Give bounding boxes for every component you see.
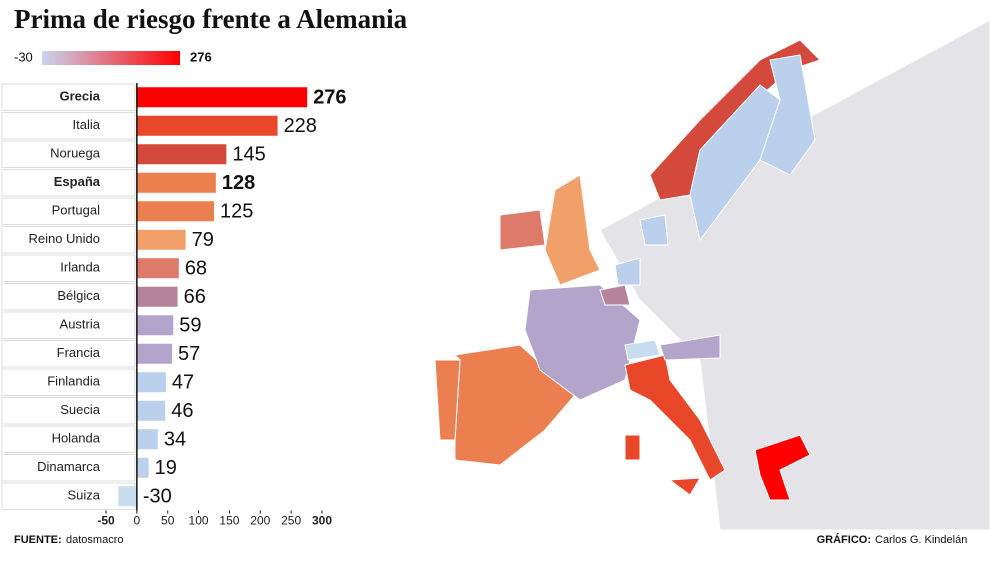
bar-area: Grecia 276 Italia 228 Noruega 145 España 128 Por…	[1, 83, 347, 528]
label-box	[1, 226, 136, 254]
label-box	[1, 197, 136, 225]
bar	[118, 486, 137, 507]
label-box	[1, 112, 136, 140]
credit-label: GRÁFICO:	[817, 533, 871, 546]
x-tick-label: 50	[161, 514, 175, 528]
category-label: Grecia	[60, 89, 101, 104]
source: datosmacro	[66, 534, 123, 546]
bar	[136, 144, 227, 165]
label-box	[1, 311, 136, 339]
bar	[136, 286, 178, 307]
country	[659, 334, 721, 361]
value-label: 34	[164, 429, 186, 451]
value-label: 57	[178, 343, 200, 365]
category-label: Portugal	[52, 203, 101, 218]
label-box	[1, 140, 136, 168]
value-label: 125	[220, 201, 253, 223]
label-box	[1, 425, 136, 453]
value-label: 66	[184, 286, 206, 308]
country	[599, 284, 631, 306]
label-box	[1, 368, 136, 396]
country	[544, 174, 601, 286]
value-label: -30	[143, 486, 172, 508]
bar	[136, 229, 186, 250]
country	[434, 359, 461, 441]
category-label: España	[54, 174, 101, 189]
label-box	[1, 340, 136, 368]
value-label: 47	[172, 372, 194, 394]
label-box	[1, 454, 136, 482]
value-label: 276	[313, 87, 346, 109]
category-label: Finlandia	[47, 374, 101, 389]
category-label: Austria	[60, 317, 101, 332]
country	[624, 339, 661, 361]
legend-gradient	[42, 51, 180, 65]
x-tick-label: 300	[312, 514, 332, 528]
x-tick-label: 0	[134, 514, 141, 528]
bar	[136, 258, 179, 279]
source-label: FUENTE:	[14, 534, 62, 546]
label-box	[1, 169, 136, 197]
country	[614, 257, 641, 286]
country	[499, 209, 546, 251]
value-label: 228	[284, 115, 317, 137]
map	[380, 19, 990, 531]
bar	[136, 429, 158, 450]
bar	[136, 372, 166, 393]
category-label: Francia	[57, 345, 101, 360]
legend-min: -30	[14, 49, 33, 64]
bar	[136, 115, 278, 136]
legend-max: 276	[190, 49, 212, 64]
bar	[136, 87, 308, 108]
value-label: 19	[155, 457, 177, 479]
bar	[136, 343, 173, 364]
x-tick-label: -50	[97, 514, 115, 528]
category-label: Reino Unido	[28, 231, 100, 246]
category-label: Suecia	[60, 402, 101, 417]
category-label: Bélgica	[57, 288, 100, 303]
value-label: 68	[185, 258, 207, 280]
value-label: 79	[192, 229, 214, 251]
label-box	[1, 83, 136, 111]
chart-title: Prima de riesgo frente a Alemania	[14, 4, 408, 34]
category-label: Noruega	[50, 146, 101, 161]
country	[668, 477, 701, 496]
category-label: Dinamarca	[37, 459, 101, 474]
x-tick-label: 250	[281, 514, 301, 528]
value-label: 46	[171, 400, 193, 422]
value-label: 59	[179, 315, 201, 337]
bar	[136, 457, 149, 478]
label-box	[1, 283, 136, 311]
category-label: Irlanda	[60, 260, 101, 275]
country	[624, 354, 726, 481]
x-tick-label: 200	[250, 514, 270, 528]
bar	[136, 201, 214, 222]
bar	[136, 172, 216, 193]
value-label: 145	[232, 144, 265, 166]
credit: Carlos G. Kindelán	[875, 534, 967, 546]
category-label: Suiza	[67, 488, 100, 503]
country	[759, 54, 816, 176]
label-box	[1, 397, 136, 425]
label-box	[1, 482, 136, 510]
category-label: Holanda	[52, 431, 101, 446]
country	[624, 434, 641, 461]
bar	[136, 315, 174, 336]
category-label: Italia	[73, 117, 101, 132]
country	[754, 434, 811, 501]
bar	[136, 400, 166, 421]
label-box	[1, 254, 136, 282]
x-tick-label: 150	[219, 514, 239, 528]
value-label: 128	[222, 172, 255, 194]
country	[639, 214, 669, 246]
x-tick-label: 100	[189, 514, 209, 528]
